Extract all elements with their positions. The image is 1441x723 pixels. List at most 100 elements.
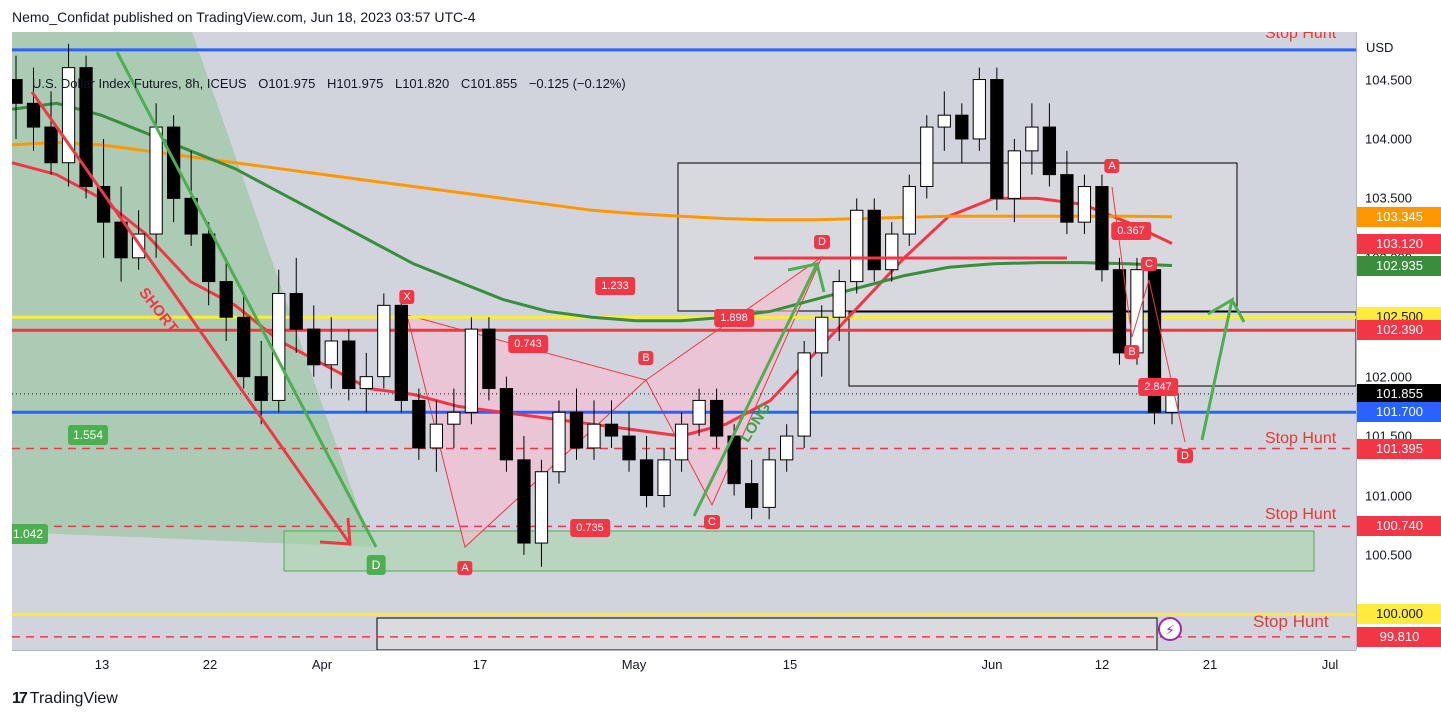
pattern1-ratio-xa: 0.743 xyxy=(508,335,548,353)
x-tick-label: Jul xyxy=(1321,657,1339,672)
green-ratio-label-1: 1.554 xyxy=(67,425,109,445)
candle-body-2 xyxy=(44,126,58,164)
candle-body-0 xyxy=(12,79,23,104)
currency-label: USD xyxy=(1366,40,1394,55)
candle-body-10 xyxy=(184,197,198,235)
range-box-bottom xyxy=(376,617,1158,650)
pattern2-leg-ab xyxy=(1111,186,1133,338)
candle-body-6 xyxy=(114,221,128,259)
tradingview-wordmark: TradingView xyxy=(29,690,118,707)
stop-hunt-label-101395: Stop Hunt xyxy=(1265,430,1337,447)
candle-body-19 xyxy=(342,340,356,390)
pattern2-c: C xyxy=(1141,257,1157,271)
x-tick-label: 13 xyxy=(94,657,110,672)
x-tick-label: Apr xyxy=(311,657,333,672)
candle-body-52 xyxy=(920,126,934,187)
price-tag-101.395: 101.395 xyxy=(1357,438,1441,459)
candle-body-8 xyxy=(149,126,163,235)
candle-body-42 xyxy=(745,483,759,508)
pattern2-d: D xyxy=(1177,449,1193,463)
time-scale[interactable]: 13 22 Apr 17 May 15 Jun 12 21 Jul xyxy=(12,650,1356,677)
x-tick-label: 17 xyxy=(472,657,488,672)
candle-body-30 xyxy=(534,471,549,544)
candle-body-16 xyxy=(289,292,303,330)
tradingview-logo[interactable]: 17 TradingView xyxy=(12,690,118,708)
candle-body-22 xyxy=(394,304,408,401)
candle-body-34 xyxy=(604,423,619,437)
candle-body-14 xyxy=(254,376,268,401)
pattern2-ratio-bd: 2.847 xyxy=(1138,378,1178,396)
price-tag-102.935: 102.935 xyxy=(1357,255,1441,276)
demand-zone-rect xyxy=(283,530,1315,572)
pattern2-b: B xyxy=(1124,345,1140,359)
y-tick-label: 104.000 xyxy=(1365,131,1412,147)
candle-body-57 xyxy=(1007,150,1021,199)
short-zone-shape xyxy=(12,32,372,547)
x-tick-label: Jun xyxy=(981,657,1003,672)
candle-body-1 xyxy=(26,102,41,128)
symbol-name: U.S. Dollar Index Futures, 8h, ICEUS xyxy=(32,76,247,91)
candle-body-15 xyxy=(272,292,286,401)
candle-body-33 xyxy=(587,423,601,449)
x-tick-label: 12 xyxy=(1094,657,1110,672)
moving-average-1 xyxy=(12,140,1173,222)
green-ratio-label-2: 1.042 xyxy=(12,524,49,544)
candle-body-13 xyxy=(237,316,251,378)
candle-body-36 xyxy=(639,459,654,497)
pattern1-d: D xyxy=(814,235,830,249)
candle-body-39 xyxy=(692,399,706,425)
candle-body-54 xyxy=(955,114,969,140)
projection-arrow xyxy=(1200,296,1246,441)
candle-body-4 xyxy=(79,67,93,187)
pattern2-leg-cd xyxy=(1148,279,1186,443)
legend-open: O101.975 xyxy=(258,76,316,91)
candle-body-11 xyxy=(202,233,216,283)
y-tick-label: 100.500 xyxy=(1365,547,1412,563)
chart-pane[interactable]: U.S. Dollar Index Futures, 8h, ICEUS O10… xyxy=(12,32,1356,650)
candle-body-59 xyxy=(1042,126,1057,176)
candle-body-12 xyxy=(219,281,233,318)
candle-body-21 xyxy=(377,304,391,378)
price-tag-101.855: 101.855 xyxy=(1357,383,1441,404)
candle-body-23 xyxy=(412,399,426,449)
candle-body-17 xyxy=(307,328,321,366)
candle-body-50 xyxy=(885,233,899,271)
x-tick-label: 15 xyxy=(782,657,798,672)
candle-body-44 xyxy=(780,435,794,461)
candle-body-64 xyxy=(1130,269,1144,354)
candle-body-43 xyxy=(762,459,776,508)
chart-canvas[interactable] xyxy=(12,32,1356,650)
legend-high: H101.975 xyxy=(326,76,384,91)
short-arrowhead xyxy=(319,517,352,546)
x-tick-label: May xyxy=(621,657,647,672)
lightning-icon[interactable]: ⚡ xyxy=(1158,617,1182,641)
y-tick-label: 102.000 xyxy=(1365,369,1412,385)
candle-body-56 xyxy=(990,79,1004,199)
candle-body-20 xyxy=(359,376,373,390)
tradingview-mark-icon: 17 xyxy=(12,690,28,707)
price-scale[interactable]: 104.500104.000103.500103.000102.500102.0… xyxy=(1356,32,1441,650)
publisher-header: Nemo_Confidat published on TradingView.c… xyxy=(12,9,476,25)
price-tag-102.390: 102.390 xyxy=(1357,320,1441,341)
price-tag-100.740: 100.740 xyxy=(1357,516,1441,537)
long-arrow xyxy=(692,261,826,517)
stop-hunt-label-top: Stop Hunt xyxy=(1265,32,1337,42)
candle-body-25 xyxy=(447,411,461,425)
price-tag-103.345: 103.345 xyxy=(1357,206,1441,227)
pattern1-ratio-ab: 0.735 xyxy=(570,519,610,537)
stop-hunt-label-100740: Stop Hunt xyxy=(1265,506,1337,523)
candle-body-49 xyxy=(867,209,881,271)
legend-close: C101.855 xyxy=(460,76,518,91)
x-tick-label: 22 xyxy=(202,657,218,672)
candle-body-26 xyxy=(464,328,479,413)
candle-body-46 xyxy=(815,316,829,354)
pattern1-b: B xyxy=(638,351,654,365)
ohlc-legend: U.S. Dollar Index Futures, 8h, ICEUS O10… xyxy=(32,76,634,91)
candle-body-63 xyxy=(1112,269,1127,354)
candle-body-53 xyxy=(937,114,951,128)
pattern1-ratio-xd: 1.233 xyxy=(595,277,635,295)
candle-body-58 xyxy=(1025,126,1039,152)
candle-body-29 xyxy=(517,459,531,544)
candle-body-31 xyxy=(552,411,566,473)
legend-change: −0.125 (−0.12%) xyxy=(528,76,626,91)
